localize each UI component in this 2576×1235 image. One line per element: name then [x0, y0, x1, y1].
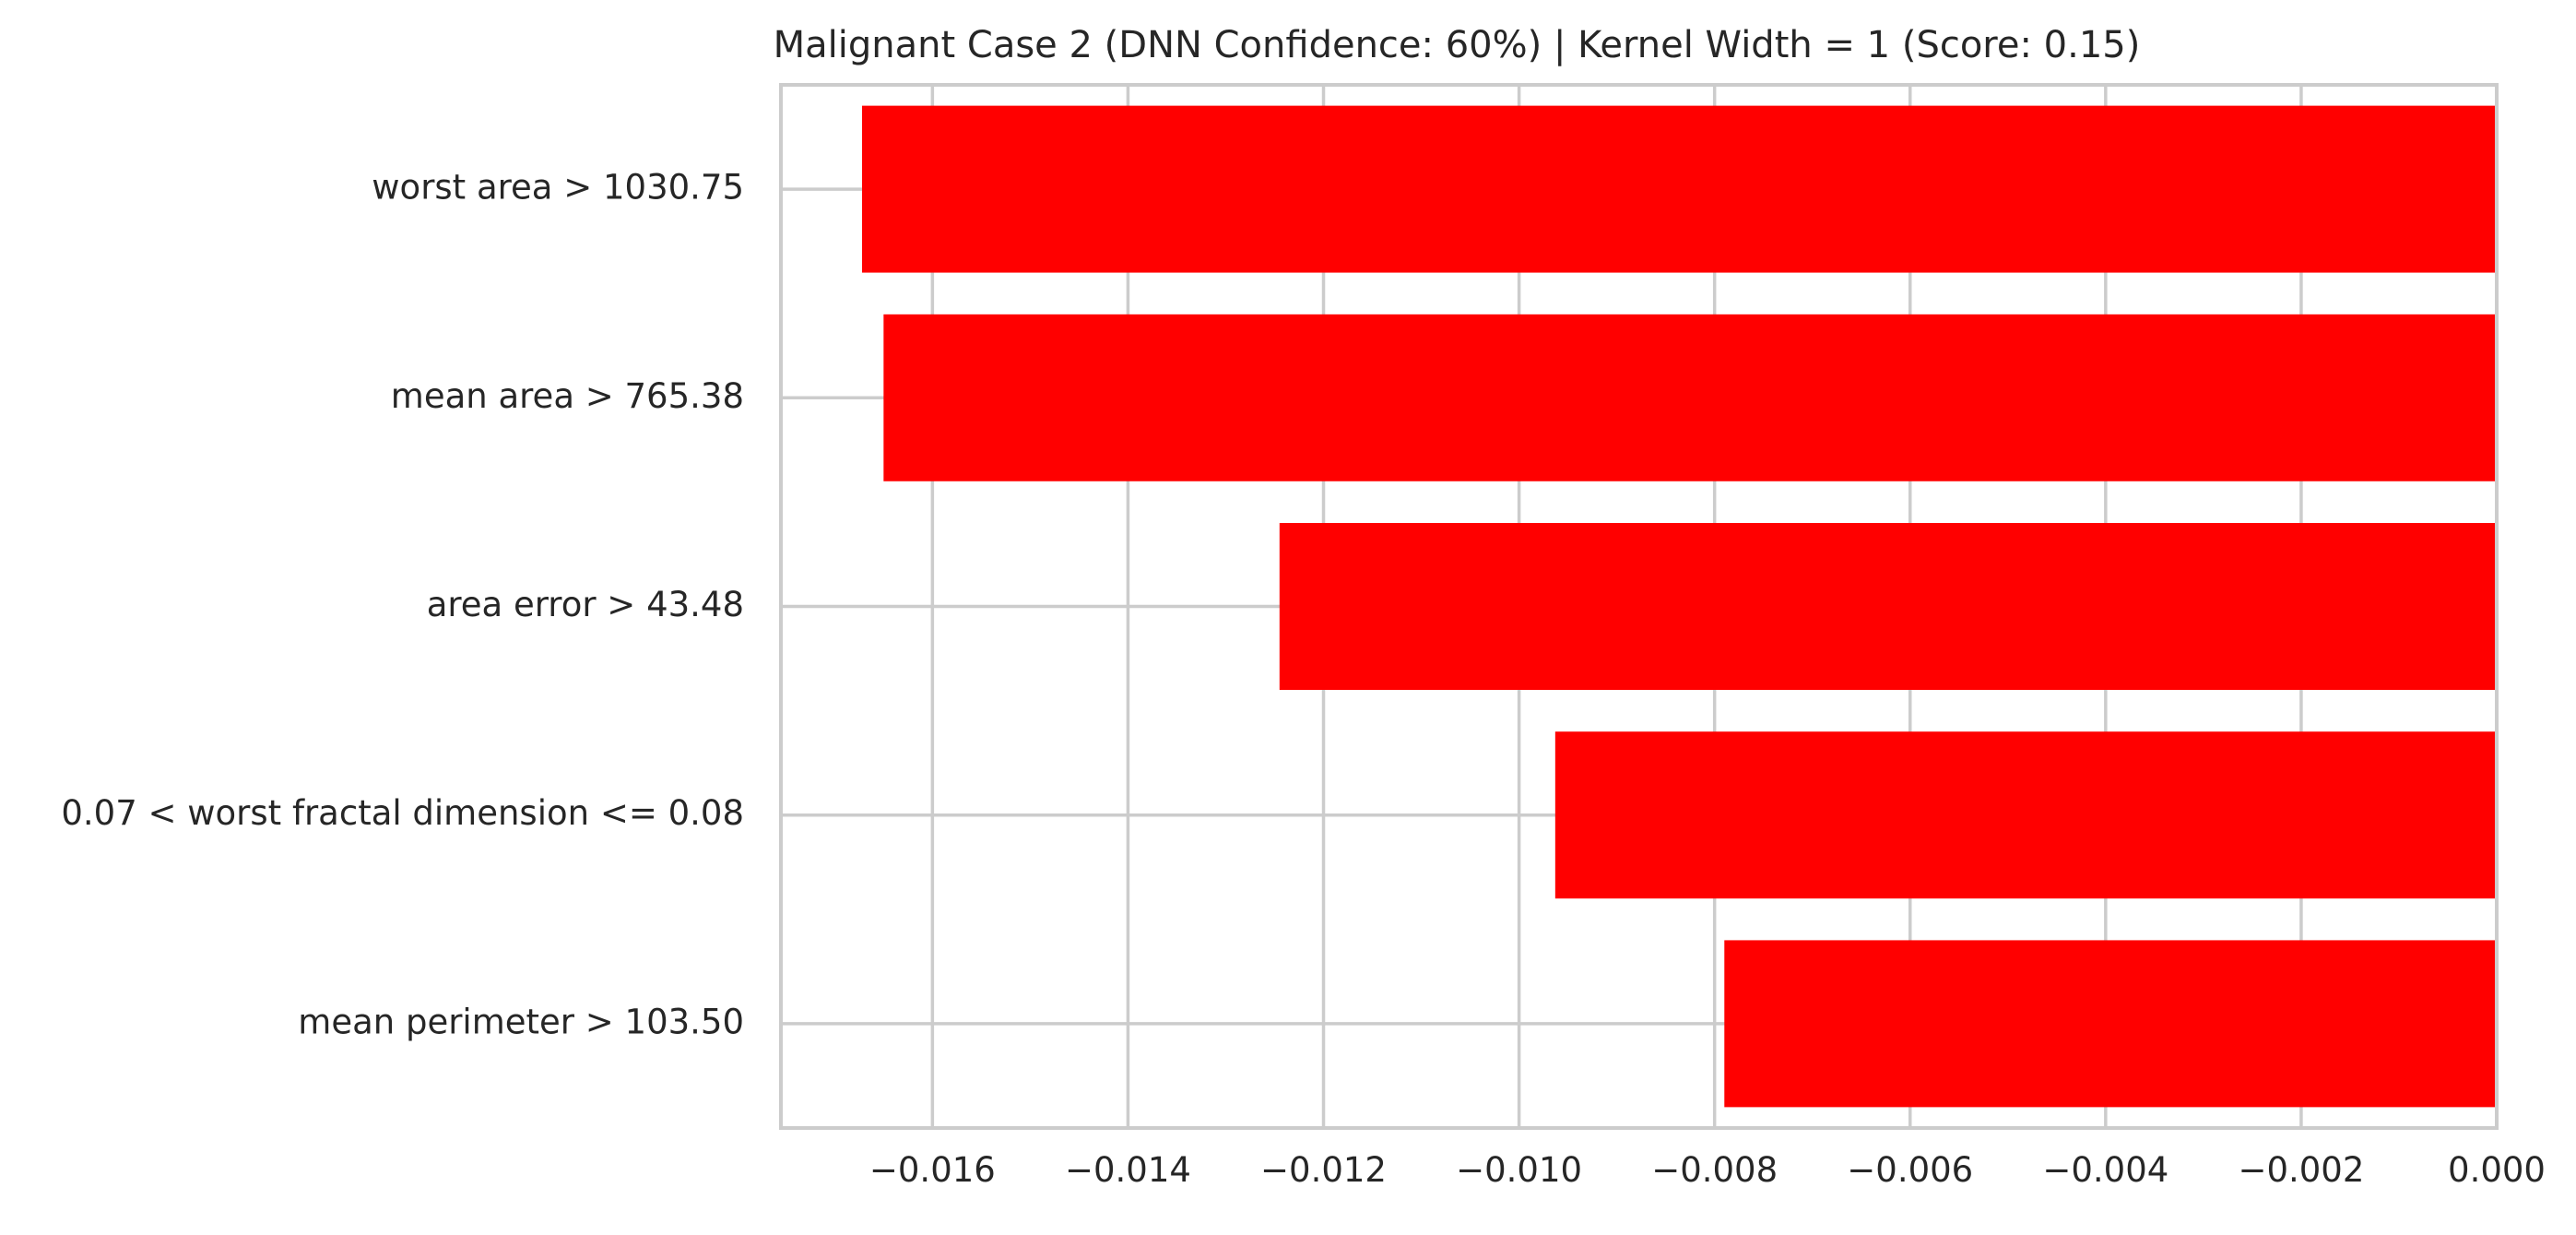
y-tick-label: mean area > 765.38 — [391, 376, 744, 416]
x-tick-label: −0.012 — [1260, 1150, 1387, 1190]
plot-border — [779, 83, 2499, 1130]
bar — [1724, 940, 2497, 1108]
bar — [1279, 523, 2497, 690]
x-tick-label: −0.016 — [869, 1150, 996, 1190]
bar — [883, 314, 2498, 481]
y-tick-label: area error > 43.48 — [427, 585, 744, 624]
bars-layer — [862, 105, 2498, 1108]
chart-title: Malignant Case 2 (DNN Confidence: 60%) |… — [774, 24, 2141, 66]
x-tick-label: −0.004 — [2042, 1150, 2168, 1190]
x-tick-labels: −0.016 −0.014 −0.012 −0.010 −0.008 −0.006 −0.0… — [869, 1150, 2546, 1190]
x-tick-label: −0.002 — [2238, 1150, 2364, 1190]
y-tick-labels: worst area > 1030.75 mean area > 765.38 ar… — [61, 168, 744, 1042]
x-tick-label: 0.000 — [2448, 1150, 2546, 1190]
x-tick-label: −0.010 — [1456, 1150, 1582, 1190]
y-tick-label: 0.07 < worst fractal dimension <= 0.08 — [61, 793, 744, 833]
x-tick-label: −0.008 — [1651, 1150, 1778, 1190]
bar — [862, 105, 2497, 273]
plot-frame — [779, 83, 2499, 1130]
y-tick-label: worst area > 1030.75 — [372, 168, 744, 208]
x-tick-label: −0.006 — [1847, 1150, 1973, 1190]
y-tick-label: mean perimeter > 103.50 — [298, 1002, 744, 1041]
bar — [1554, 731, 2497, 899]
x-tick-label: −0.014 — [1065, 1150, 1191, 1190]
